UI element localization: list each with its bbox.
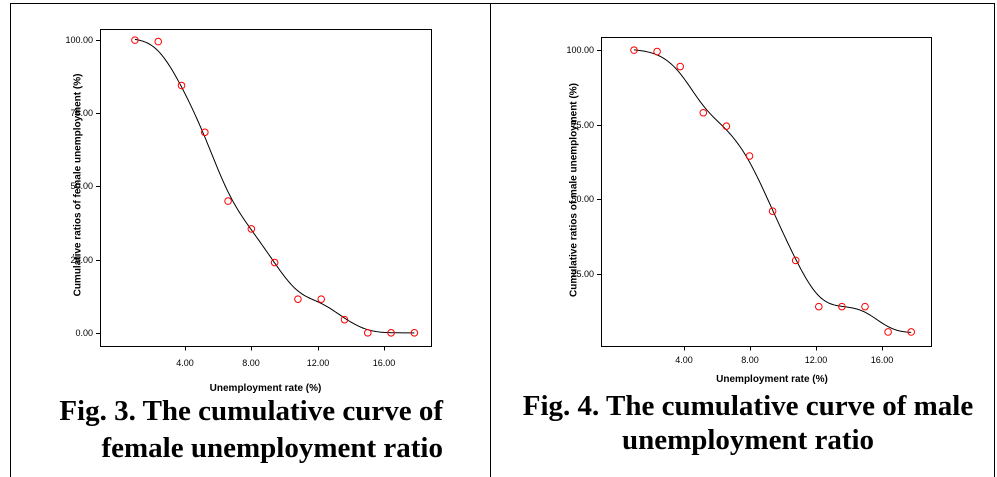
- y-tick-label: 0.00: [75, 328, 93, 338]
- data-point: [630, 46, 638, 54]
- fit-curve: [134, 38, 415, 334]
- figure-4-caption-line-2: unemployment ratio: [621, 424, 875, 456]
- data-point: [815, 302, 823, 311]
- x-tick-label: 4.00: [675, 355, 693, 365]
- data-point: [131, 36, 139, 44]
- data-point: [907, 328, 916, 336]
- y-tick-label: 100.00: [566, 45, 594, 55]
- x-tick-label: 8.00: [741, 355, 759, 365]
- x-axis-title: Unemployment rate (%): [716, 374, 828, 385]
- y-axis-title: Cumulative ratios of female unemployment…: [73, 74, 84, 297]
- data-point: [294, 295, 302, 303]
- y-tick-label: 50.00: [70, 181, 93, 191]
- male-unemployment-chart: Unemployment rate (%) Cumulative ratios …: [566, 37, 932, 385]
- x-axis-title: Unemployment rate (%): [210, 383, 322, 394]
- data-point: [768, 207, 777, 215]
- plot-frame: [601, 37, 932, 347]
- x-tick-label: 16.00: [871, 355, 894, 365]
- data-point: [387, 329, 395, 337]
- x-tick-label: 4.00: [176, 358, 194, 368]
- data-point: [861, 302, 869, 311]
- table-border-right: [994, 3, 995, 477]
- y-axis-title: Cumulative ratios of male unemployment (…: [569, 83, 580, 297]
- x-tick-label: 12.00: [307, 358, 330, 368]
- female-unemployment-chart: Unemployment rate (%) Cumulative ratios …: [65, 29, 432, 394]
- data-point: [247, 225, 256, 233]
- data-point: [200, 128, 209, 137]
- y-tick-label: 75.00: [571, 120, 594, 130]
- data-point: [177, 81, 186, 90]
- data-point: [791, 256, 800, 265]
- data-point: [699, 108, 708, 117]
- table-cell-divider: [490, 3, 491, 477]
- data-point: [154, 37, 163, 46]
- x-tick-label: 12.00: [805, 355, 828, 365]
- data-point: [340, 315, 349, 324]
- data-point: [745, 152, 754, 160]
- y-tick-label: 25.00: [70, 255, 93, 265]
- data-point: [224, 197, 232, 205]
- data-point: [270, 258, 279, 267]
- y-tick-label: 75.00: [70, 108, 93, 118]
- data-point: [317, 295, 326, 303]
- plot-frame: [100, 29, 432, 347]
- y-tick-label: 25.00: [571, 269, 594, 279]
- plot-area: 0.00 25.00 50.00 75.00 100.00 4.00 8.00 12.00 16…: [65, 29, 432, 368]
- data-point: [884, 328, 892, 336]
- x-tick-label: 8.00: [242, 358, 260, 368]
- data-point: [676, 62, 685, 71]
- data-point: [722, 122, 731, 130]
- data-point: [363, 329, 372, 337]
- table-border-left: [10, 3, 11, 477]
- x-tick-label: 16.00: [373, 358, 396, 368]
- figure-3-caption-line-1: Fig. 3. The cumulative curve of: [59, 395, 443, 427]
- y-tick-label: 50.00: [571, 194, 594, 204]
- fit-curve: [633, 49, 912, 333]
- table-border-top: [10, 3, 995, 4]
- data-point: [410, 329, 419, 337]
- y-tick-label: 100.00: [65, 35, 93, 45]
- figure-4-caption-line-1: Fig. 4. The cumulative curve of male: [522, 390, 974, 422]
- figure-3-caption-line-2: female unemployment ratio: [101, 432, 444, 464]
- plot-area: 25.00 50.00 75.00 100.00 4.00 8.00 12.00 16.00: [566, 37, 932, 365]
- data-point: [838, 302, 846, 311]
- data-point: [653, 47, 661, 56]
